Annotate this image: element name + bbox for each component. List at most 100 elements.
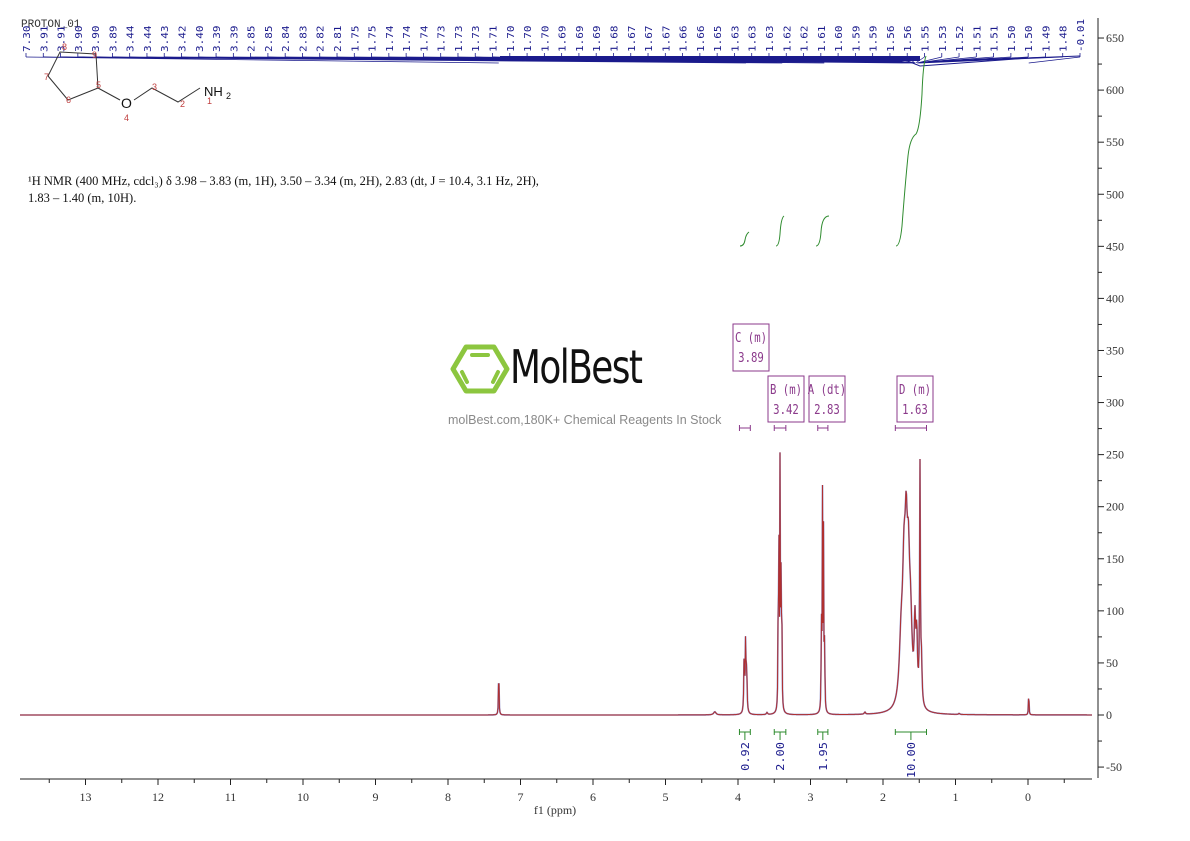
multiplet-shift: 3.42 [773, 402, 799, 417]
x-tick-label: 3 [808, 790, 814, 804]
peak-label: 1.70 [523, 26, 534, 52]
atom-number: 2 [180, 99, 185, 109]
atom-number: 8 [62, 42, 67, 52]
summary-line-2: 1.83 – 1.40 (m, 10H). [28, 191, 137, 205]
x-tick-label: 7 [518, 790, 524, 804]
x-tick-label: 4 [735, 790, 741, 804]
x-tick-label: 12 [152, 790, 164, 804]
atom-number: 3 [152, 82, 157, 92]
multiplet-range [817, 425, 829, 431]
molbest-logo [450, 344, 510, 394]
peak-label: 1.51 [972, 26, 983, 52]
peak-label: 1.53 [937, 26, 948, 52]
y-tick-label: 200 [1106, 500, 1124, 514]
peak-label: 1.67 [661, 26, 672, 52]
peak-label: 1.66 [695, 26, 706, 52]
multiplet-range [894, 425, 927, 431]
integral-bracket [817, 729, 829, 740]
integral-bracket [773, 729, 787, 740]
peak-label: 1.63 [764, 26, 775, 52]
integral-curve [895, 55, 927, 247]
peak-label: 1.50 [1024, 26, 1035, 52]
peak-label: 1.48 [1058, 26, 1069, 52]
peak-label: 2.84 [281, 26, 292, 52]
y-tick-label: 50 [1106, 656, 1118, 670]
logo-bond-right [491, 370, 500, 384]
y-tick-label: -50 [1106, 760, 1122, 774]
peak-label: 1.75 [367, 26, 378, 52]
peak-label: 1.69 [557, 26, 568, 52]
x-tick-label: 10 [297, 790, 309, 804]
x-tick-label: 11 [225, 790, 237, 804]
peak-label: 1.61 [816, 26, 827, 52]
ring-bonds [47, 51, 99, 101]
multiplet-range [738, 425, 751, 431]
peak-label: 1.56 [885, 26, 896, 52]
bond-5-O [97, 87, 121, 101]
chain-bonds [133, 87, 201, 103]
peak-label: 1.75 [350, 26, 361, 52]
peak-label: 3.89 [108, 26, 119, 52]
peak-label: 3.44 [142, 26, 153, 52]
integral-value: 2.00 [775, 742, 787, 771]
peak-label: 2.83 [298, 26, 309, 52]
multiplet-range [773, 425, 787, 431]
peak-label: 1.67 [626, 26, 637, 52]
peak-label: 2.85 [263, 26, 274, 52]
peak-label: 1.63 [747, 26, 758, 52]
x-axis-label: f1 (ppm) [534, 803, 576, 817]
multiplet-shift: 1.63 [902, 402, 928, 417]
integral-curve [775, 215, 785, 247]
x-tick-label: 9 [373, 790, 379, 804]
y-tick-label: 350 [1106, 343, 1124, 357]
y-tick-label: 500 [1106, 187, 1124, 201]
peak-label: 3.91 [39, 26, 50, 52]
y-tick-label: 0 [1106, 708, 1112, 722]
peak-label: 1.69 [592, 26, 603, 52]
integral-values: 0.92 2.00 1.95 10.00 [738, 729, 927, 778]
atom-number: 5 [96, 80, 101, 90]
peak-label: 1.56 [903, 26, 914, 52]
peak-label: 3.40 [194, 26, 205, 52]
integral-curve [739, 231, 750, 247]
watermark-tagline: molBest.com,180K+ Chemical Reagents In S… [448, 413, 722, 427]
y-tick-label: 600 [1106, 83, 1124, 97]
peak-label: 3.39 [229, 26, 240, 52]
spectrum-line [20, 452, 1092, 716]
spectrum-overlay-line [20, 452, 1092, 716]
peak-label: 1.52 [955, 26, 966, 52]
integral-value: 0.92 [740, 742, 752, 771]
peak-label: 1.49 [1041, 26, 1052, 52]
multiplet-label: A (dt) [808, 382, 846, 397]
peak-label: 1.59 [851, 26, 862, 52]
peak-label: 1.67 [644, 26, 655, 52]
peak-label: 1.68 [609, 26, 620, 52]
peak-label: 1.73 [436, 26, 447, 52]
multiplet-box-B [767, 375, 805, 423]
peak-label: 1.59 [868, 26, 879, 52]
atom-number: 6 [66, 95, 71, 105]
peak-label: 3.44 [125, 26, 136, 52]
atom-number: 1 [207, 96, 212, 106]
peak-label: 1.63 [730, 26, 741, 52]
peak-label: 3.43 [160, 26, 171, 52]
x-tick-label: 2 [880, 790, 886, 804]
peak-label: 1.73 [453, 26, 464, 52]
y-tick-label: 150 [1106, 552, 1124, 566]
x-tick-label: 5 [663, 790, 669, 804]
peak-label: 2.81 [333, 26, 344, 52]
peak-label: 1.62 [782, 26, 793, 52]
peak-label: 3.91 [56, 26, 67, 52]
peak-label-edge [899, 55, 1081, 67]
integral-curve [815, 215, 830, 247]
peak-label: 1.50 [1006, 26, 1017, 52]
y-tick-label: 300 [1106, 396, 1124, 410]
multiplet-box-C [732, 323, 770, 372]
y-tick-label: 100 [1106, 604, 1124, 618]
peak-label: 1.65 [713, 26, 724, 52]
peak-label: 1.62 [799, 26, 810, 52]
peak-label: 1.51 [989, 26, 1000, 52]
multiplet-box-A [808, 375, 846, 423]
peak-label: 1.60 [834, 26, 845, 52]
